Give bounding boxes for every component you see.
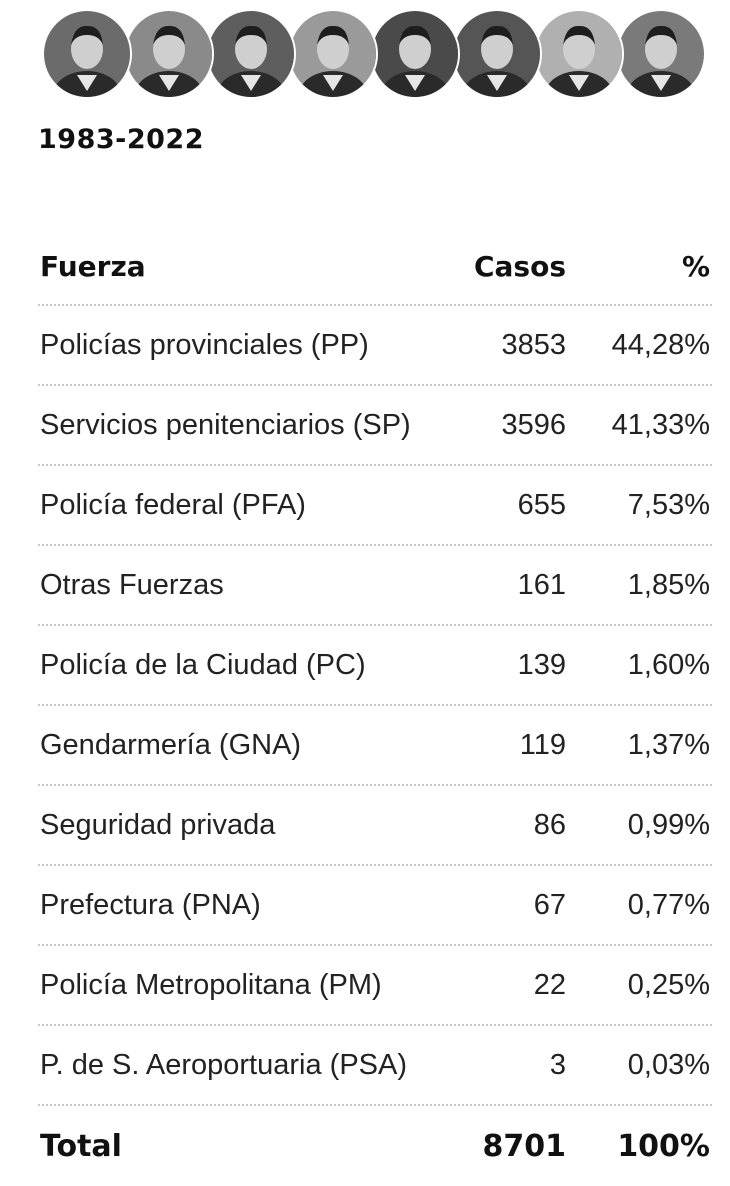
portrait-3-icon: [206, 9, 296, 99]
column-header-casos: Casos: [473, 249, 566, 283]
fuerza-cell: Seguridad privada: [40, 808, 276, 841]
table-row: Policía Metropolitana (PM) 22 0,25%: [38, 946, 712, 1026]
percent-cell: 0,99%: [627, 808, 710, 841]
table-row: Prefectura (PNA) 67 0,77%: [38, 866, 712, 946]
portrait-4-icon: [288, 9, 378, 99]
portrait-6-icon: [452, 9, 542, 99]
fuerza-cell: Policía Metropolitana (PM): [40, 968, 382, 1001]
percent-cell: 7,53%: [627, 488, 710, 521]
percent-cell: 44,28%: [611, 328, 710, 361]
fuerza-cell: Policías provinciales (PP): [40, 328, 369, 361]
table-row: Servicios penitenciarios (SP) 3596 41,33%: [38, 386, 712, 466]
casos-cell: 119: [519, 728, 566, 761]
table-row: Policías provinciales (PP) 3853 44,28%: [38, 306, 712, 386]
table-row: Policía federal (PFA) 655 7,53%: [38, 466, 712, 546]
casos-cell: 139: [517, 648, 566, 681]
table-total-row: Total 8701 100%: [38, 1106, 712, 1186]
fuerza-cell: Policía federal (PFA): [40, 488, 306, 521]
casos-cell: 161: [517, 568, 566, 601]
percent-cell: 0,03%: [627, 1048, 710, 1081]
casos-cell: 67: [533, 888, 566, 921]
fuerza-cell: Policía de la Ciudad (PC): [40, 648, 366, 681]
table-row: Otras Fuerzas 161 1,85%: [38, 546, 712, 626]
casos-cell: 3: [549, 1048, 566, 1081]
portrait-5-icon: [370, 9, 460, 99]
table-body: Policías provinciales (PP) 3853 44,28% Serv…: [38, 306, 712, 1106]
percent-cell: 0,25%: [627, 968, 710, 1001]
table-header-row: Fuerza Casos %: [38, 228, 712, 306]
table-row: Policía de la Ciudad (PC) 139 1,60%: [38, 626, 712, 706]
fuerza-cell: Otras Fuerzas: [40, 568, 224, 601]
fuerza-cell: Servicios penitenciarios (SP): [40, 408, 411, 441]
table-row: Seguridad privada 86 0,99%: [38, 786, 712, 866]
column-header-fuerza: Fuerza: [40, 249, 146, 283]
casos-cell: 22: [533, 968, 566, 1001]
total-label: Total: [40, 1128, 122, 1164]
table-row: Gendarmería (GNA) 119 1,37%: [38, 706, 712, 786]
fuerza-cell: P. de S. Aeroportuaria (PSA): [40, 1048, 408, 1081]
casos-cell: 86: [533, 808, 566, 841]
column-header-percent: %: [681, 249, 710, 283]
fuerza-cell: Prefectura (PNA): [40, 888, 261, 921]
portrait-7-icon: [534, 9, 624, 99]
percent-cell: 1,60%: [627, 648, 710, 681]
portrait-strip: [42, 9, 706, 99]
period-label: 1983-2022: [38, 124, 204, 155]
total-cases: 8701: [482, 1128, 567, 1164]
casos-cell: 3596: [501, 408, 566, 441]
fuerza-cell: Gendarmería (GNA): [40, 728, 302, 761]
percent-cell: 0,77%: [627, 888, 710, 921]
total-percent: 100%: [617, 1128, 710, 1164]
cases-table: Fuerza Casos % Policías provinciales (PP…: [38, 228, 712, 1186]
portrait-8-icon: [616, 9, 706, 99]
table-row: P. de S. Aeroportuaria (PSA) 3 0,03%: [38, 1026, 712, 1106]
percent-cell: 41,33%: [611, 408, 710, 441]
percent-cell: 1,85%: [627, 568, 710, 601]
casos-cell: 655: [517, 488, 566, 521]
portrait-1-icon: [42, 9, 132, 99]
casos-cell: 3853: [501, 328, 566, 361]
portrait-2-icon: [124, 9, 214, 99]
percent-cell: 1,37%: [627, 728, 710, 761]
